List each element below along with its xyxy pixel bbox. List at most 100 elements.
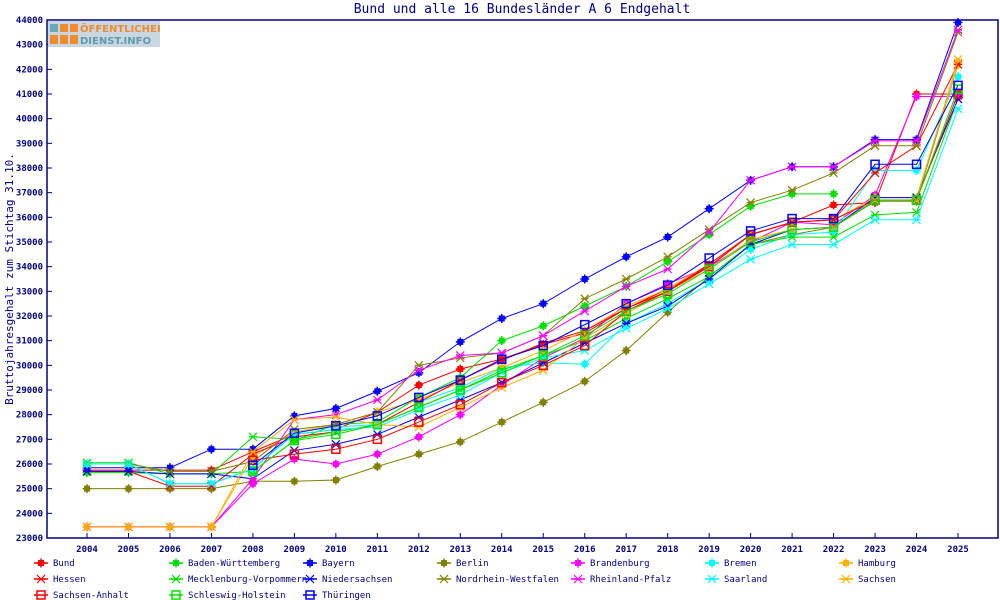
- data-point: [82, 458, 92, 468]
- series-line: [87, 64, 959, 487]
- data-point: [165, 466, 175, 476]
- data-point: [663, 252, 673, 262]
- series-brandenburg: [82, 91, 963, 532]
- y-tick-label: 42000: [16, 65, 43, 75]
- data-point: [455, 351, 465, 360]
- data-point: [414, 402, 424, 413]
- y-tick-label: 37000: [16, 189, 43, 199]
- legend-label: Niedersachsen: [322, 575, 392, 585]
- data-point: [248, 447, 258, 457]
- x-tick-label: 2007: [201, 545, 223, 555]
- data-point: [579, 319, 590, 330]
- legend-marker: [36, 574, 46, 584]
- data-point: [911, 195, 922, 205]
- y-tick-label: 29000: [16, 386, 43, 396]
- data-point: [82, 459, 92, 469]
- series-saarland: [82, 104, 963, 489]
- legend-item: Hessen: [34, 574, 86, 585]
- y-tick-label: 43000: [16, 41, 43, 51]
- legend-label: Schleswig-Holstein: [188, 591, 286, 600]
- y-tick-label: 26000: [16, 460, 43, 470]
- chart-title: Bund und alle 16 Bundesländer A 6 Endgeh…: [354, 2, 691, 17]
- x-tick-label: 2008: [242, 545, 264, 555]
- x-tick-label: 2013: [449, 545, 471, 555]
- data-point: [538, 365, 548, 375]
- y-tick-label: 31000: [16, 337, 43, 347]
- data-point: [870, 168, 880, 178]
- x-tick-label: 2019: [698, 545, 720, 555]
- series-th-ringen: [248, 80, 963, 470]
- series-line: [87, 32, 959, 472]
- data-point: [82, 522, 92, 532]
- series-line: [87, 22, 959, 469]
- data-point: [497, 354, 507, 364]
- series-rheinland-pfalz: [82, 25, 963, 532]
- data-point: [829, 162, 838, 172]
- data-point: [248, 460, 258, 470]
- data-point: [704, 227, 714, 237]
- data-point: [165, 479, 175, 489]
- legend-item: Bund: [34, 558, 75, 569]
- legend-label: Bayern: [322, 559, 355, 569]
- axes: 23000 24000 25000 26000 27000 28000 29000 30000…: [16, 16, 999, 555]
- series-line: [87, 64, 959, 528]
- legend-item: Brandenburg: [571, 558, 650, 569]
- data-point: [579, 340, 590, 351]
- legend-item: Sachsen: [839, 574, 896, 585]
- data-point: [124, 522, 133, 532]
- legend-label: Bremen: [724, 559, 757, 569]
- data-point: [912, 215, 921, 225]
- data-point: [953, 25, 963, 35]
- series-line: [252, 85, 959, 466]
- legend-item: Niedersachsen: [303, 574, 392, 585]
- x-tick-label: 2023: [864, 545, 886, 555]
- series-sachsen-anhalt: [248, 89, 963, 466]
- logo-text-line2: DIENST.INFO: [80, 36, 151, 47]
- legend-marker: [707, 574, 717, 584]
- data-point: [414, 417, 424, 427]
- legend-marker: [171, 590, 181, 600]
- data-point: [787, 240, 797, 249]
- data-point: [538, 331, 548, 341]
- series-line: [87, 108, 959, 485]
- series-line: [87, 93, 958, 471]
- data-point: [580, 346, 590, 355]
- x-tick-label: 2009: [284, 545, 306, 555]
- series-line: [87, 98, 959, 475]
- y-tick-label: 33000: [16, 287, 43, 297]
- series-line: [87, 98, 959, 480]
- legend-label: Mecklenburg-Vorpommern: [188, 575, 307, 585]
- legend-marker: [573, 574, 583, 584]
- data-point: [704, 264, 714, 274]
- data-point: [414, 412, 424, 422]
- legend-label: Berlin: [456, 559, 489, 569]
- legend-item: Berlin: [437, 558, 489, 569]
- data-point: [455, 400, 466, 410]
- legend-item: Bayern: [303, 558, 355, 569]
- legend-item: Schleswig-Holstein: [169, 590, 286, 600]
- data-point: [497, 367, 507, 378]
- y-tick-label: 41000: [16, 90, 43, 100]
- data-point: [746, 175, 756, 185]
- data-point: [414, 392, 424, 403]
- legend-marker: [171, 574, 181, 584]
- data-point: [829, 240, 838, 249]
- x-tick-label: 2017: [615, 545, 637, 555]
- data-point: [331, 412, 341, 422]
- series-line: [87, 64, 959, 490]
- data-point: [580, 294, 590, 304]
- data-point: [372, 411, 383, 421]
- series-niedersachsen: [82, 94, 963, 484]
- series-bremen: [82, 72, 963, 489]
- y-tick-label: 24000: [16, 509, 43, 519]
- data-point: [455, 390, 465, 400]
- legend-marker: [36, 590, 46, 600]
- data-point: [621, 298, 631, 309]
- data-point: [248, 432, 258, 442]
- x-tick-label: 2012: [408, 545, 430, 555]
- data-point: [289, 428, 300, 438]
- legend: Bund Baden-Württemberg Bayern Berlin Branden…: [34, 558, 896, 600]
- data-point: [414, 405, 424, 415]
- legend-label: Baden-Württemberg: [188, 559, 280, 569]
